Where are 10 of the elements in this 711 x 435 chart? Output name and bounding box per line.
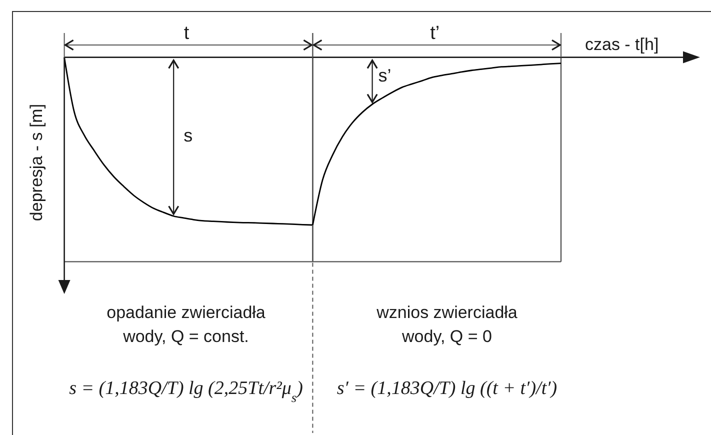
annotation: s’ bbox=[378, 65, 392, 86]
text: t bbox=[184, 23, 190, 44]
y-axis-title: depresja - s [m] bbox=[27, 104, 46, 222]
text: t’ bbox=[430, 23, 440, 44]
text: s = (1,183Q/T) lg (2,25Tt/r²μ$_{s}$) bbox=[69, 378, 303, 404]
text: opadanie zwierciadła wody, Q = const. bbox=[106, 303, 266, 346]
annotation: s bbox=[184, 126, 193, 146]
text: wznios zwierciadła wody, Q = 0 bbox=[376, 303, 518, 346]
text: s′ = (1,183Q/T) lg ((t + t′)/t′) bbox=[336, 378, 558, 399]
x-axis-title: czas - t[h] bbox=[585, 35, 659, 54]
